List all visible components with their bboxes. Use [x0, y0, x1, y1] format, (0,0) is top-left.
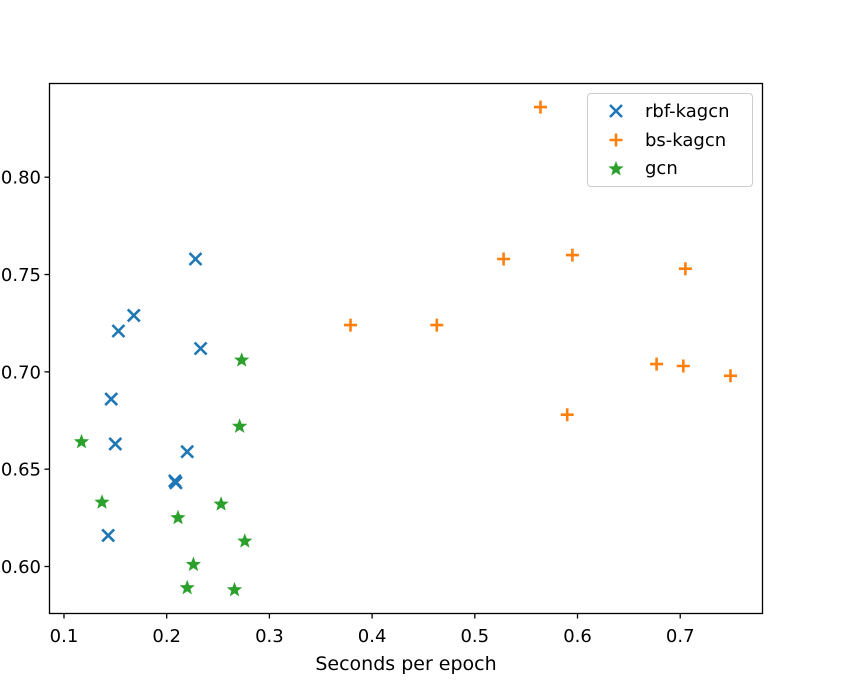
data-point-rbf-kagcn [188, 252, 203, 266]
star-marker-icon [608, 160, 624, 176]
legend-item-gcn: gcn [596, 154, 744, 183]
x-tick-label: 0.3 [255, 626, 284, 647]
x-tick-label: 0.1 [50, 626, 79, 647]
data-point-rbf-kagcn [180, 444, 195, 459]
y-tick-label: 0.75 [1, 265, 41, 286]
y-tick-label: 0.65 [1, 460, 41, 481]
data-point-rbf-kagcn [126, 308, 141, 323]
data-point-gcn [231, 418, 248, 433]
legend-item-bs-kagcn: bs-kagcn [596, 126, 744, 155]
legend-label-bs-kagcn: bs-kagcn [645, 129, 727, 151]
data-point-bs-kagcn [560, 408, 574, 422]
data-point-gcn [226, 581, 243, 597]
y-tick-label: 0.70 [1, 362, 41, 383]
plus-marker-icon [609, 133, 623, 147]
legend-label-rbf-kagcn: rbf-kagcn [645, 100, 730, 122]
data-point-gcn [94, 494, 110, 509]
data-point-bs-kagcn [650, 357, 664, 371]
data-point-bs-kagcn [678, 262, 692, 276]
x-axis-label: Seconds per epoch [315, 653, 497, 675]
data-point-gcn [179, 579, 195, 595]
data-point-rbf-kagcn [193, 341, 208, 356]
data-point-rbf-kagcn [101, 528, 116, 543]
x-tick-label: 0.6 [563, 626, 592, 647]
data-point-bs-kagcn [534, 100, 547, 114]
y-tick-label: 0.60 [1, 557, 41, 578]
data-point-bs-kagcn [497, 252, 511, 266]
data-point-rbf-kagcn [104, 392, 119, 407]
x-tick-label: 0.5 [460, 626, 489, 647]
legend-item-rbf-kagcn: rbf-kagcn [596, 97, 744, 126]
data-point-bs-kagcn [565, 248, 579, 262]
data-point-gcn [185, 556, 202, 572]
data-point-rbf-kagcn [111, 324, 126, 338]
legend-label-gcn: gcn [645, 158, 678, 180]
data-point-bs-kagcn [676, 359, 690, 373]
data-point-bs-kagcn [724, 369, 737, 383]
plot-border [48, 82, 764, 615]
data-point-gcn [170, 509, 186, 525]
star-glyph [608, 160, 624, 176]
x-tick-label: 0.7 [666, 626, 695, 647]
data-point-rbf-kagcn [108, 436, 123, 451]
x-glyph [609, 104, 623, 119]
plus-glyph [609, 133, 623, 147]
data-point-gcn [213, 496, 229, 511]
x-tick-label: 0.2 [152, 626, 181, 647]
data-point-gcn [73, 433, 90, 449]
data-point-bs-kagcn [344, 318, 357, 332]
data-point-rbf-kagcn [168, 475, 183, 490]
data-point-gcn [237, 533, 253, 548]
data-point-bs-kagcn [430, 318, 444, 332]
x-marker-icon [609, 104, 623, 119]
data-point-gcn [234, 352, 250, 367]
x-tick-label: 0.4 [358, 626, 387, 647]
legend: rbf-kagcn bs-kagcn gcn [587, 93, 753, 187]
y-tick-label: 0.80 [1, 168, 41, 189]
